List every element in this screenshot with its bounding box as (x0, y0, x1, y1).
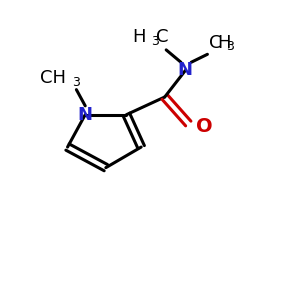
Text: O: O (196, 117, 212, 136)
Text: H: H (132, 28, 146, 46)
Text: N: N (78, 106, 93, 124)
Text: 3: 3 (151, 35, 158, 48)
Text: H: H (218, 34, 231, 52)
Text: N: N (178, 61, 193, 80)
Text: CH: CH (40, 69, 66, 87)
Text: C: C (209, 34, 221, 52)
Text: 3: 3 (72, 76, 80, 89)
Text: 3: 3 (226, 40, 234, 53)
Text: C: C (156, 28, 168, 46)
